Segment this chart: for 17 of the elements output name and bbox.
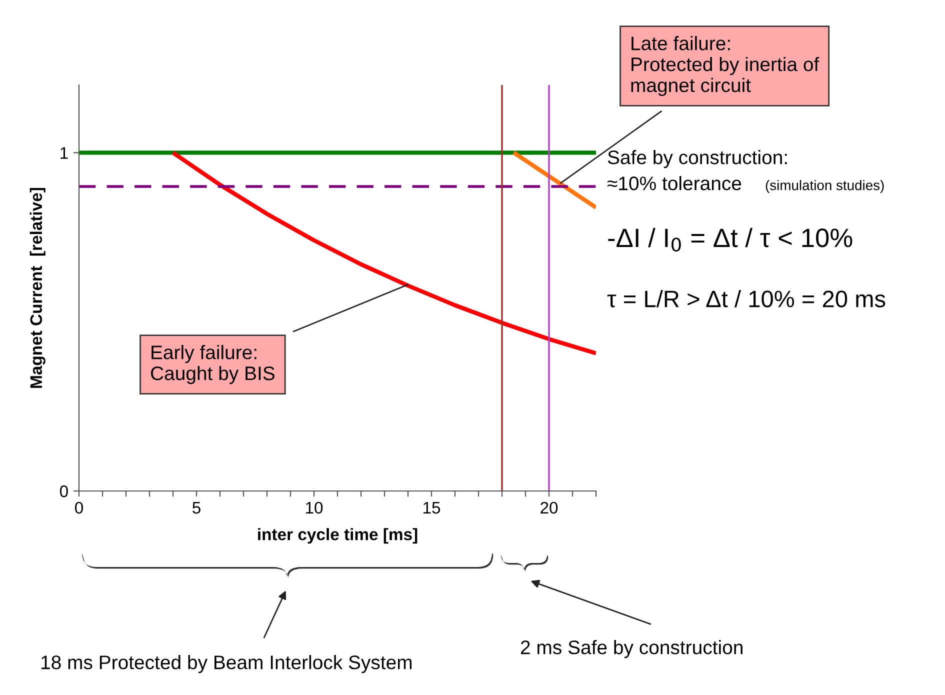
text: -ΔI / I$_{0}$ = Δt / τ < 10% bbox=[608, 228, 852, 252]
annotation: Late failure: Protected by inertia of magnet circuit bbox=[631, 36, 820, 96]
x-tick-label: 0 bbox=[75, 502, 83, 514]
x-tick-label: 5 bbox=[192, 502, 200, 514]
x-tick-label: 20 bbox=[540, 502, 558, 514]
x-tick-label: 10 bbox=[306, 502, 323, 514]
text: 18 ms Protected by Beam Interlock System bbox=[41, 655, 412, 674]
text: Safe by construction: bbox=[608, 150, 787, 168]
x-axis-title: inter cycle time [ms] bbox=[258, 528, 418, 544]
x-tick-label: 15 bbox=[424, 502, 440, 514]
text: (simulation studies) bbox=[766, 180, 884, 193]
text: 2 ms Safe by construction bbox=[520, 640, 742, 658]
y-tick-label: 1 bbox=[60, 147, 68, 159]
annotation: Early failure: Caught by BIS bbox=[150, 345, 274, 384]
y-axis-title: Magnet Current [relative] bbox=[30, 188, 46, 388]
text: ≈10% tolerance bbox=[608, 176, 742, 190]
text: τ = L/R > Δt / 10% = 20 ms bbox=[607, 290, 886, 308]
